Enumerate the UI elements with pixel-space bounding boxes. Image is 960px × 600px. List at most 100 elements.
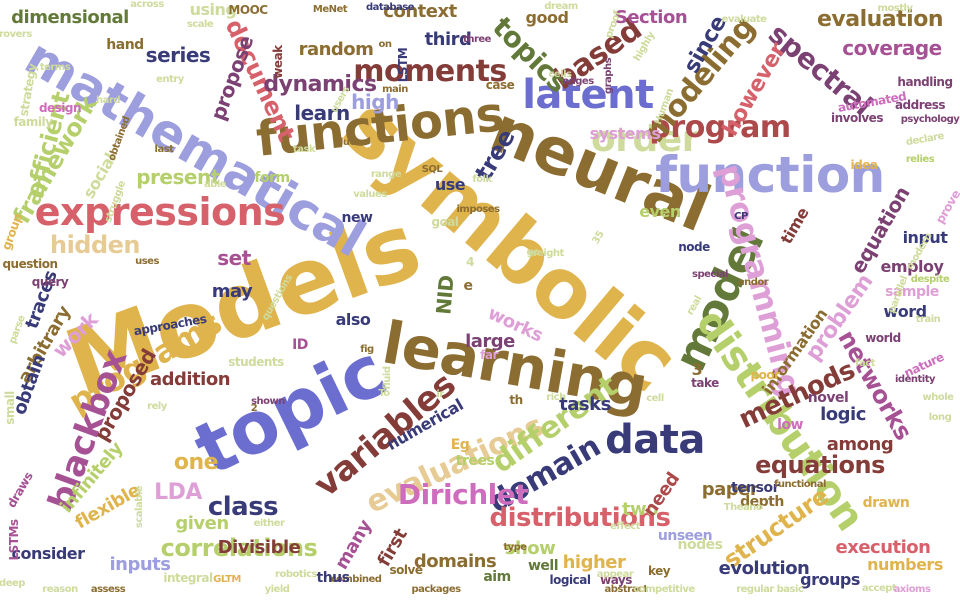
cloud-word: tensor [730,480,780,496]
cloud-word: ID [292,337,308,353]
cloud-word: parse [7,314,28,346]
cloud-word: expressions [34,190,286,234]
cloud-word: range [370,169,402,180]
cloud-word: rely [147,401,167,412]
cloud-word: involves [831,111,883,125]
cloud-word: given [175,513,229,534]
cloud-word: able [203,179,227,190]
cloud-word: packages [411,584,461,595]
cloud-word: key [647,564,671,578]
cloud-word: handling [897,75,953,89]
cloud-word: basic [776,584,804,595]
cloud-word: family [13,115,53,129]
cloud-word: task [292,144,316,155]
cloud-word: due [336,137,356,148]
cloud-word: thus [316,570,350,586]
cloud-word: need [639,468,684,521]
cloud-word: scale [186,19,214,30]
cloud-word: design [38,101,82,115]
cloud-word: ways [600,573,632,587]
cloud-word: evolution [718,558,810,579]
cloud-word: identity [895,374,936,385]
cloud-word: th [509,393,523,407]
cloud-word: functional [774,479,826,490]
cloud-word: reason [42,584,78,595]
cloud-word: terms [39,62,71,73]
cloud-word: higher [562,552,626,573]
cloud-word: GLTM [213,574,241,585]
cloud-word: despite [910,274,950,285]
cloud-word: high [351,90,399,114]
cloud-word: 3 [691,360,703,379]
cloud-word: appear [596,569,634,580]
cloud-word: one [173,450,219,475]
cloud-word: systems [589,124,661,143]
cloud-word: draws [4,469,36,511]
cloud-word: series [145,43,211,67]
cloud-word: trees [455,453,495,469]
cloud-word: coverage [842,36,942,60]
cloud-word: time [776,204,813,248]
cloud-word: type [503,542,527,553]
cloud-word: even [639,202,681,221]
cloud-word: also [335,310,371,329]
cloud-word: large [465,331,515,352]
cloud-word: evaluation [817,7,944,32]
cloud-word: cells [548,69,572,80]
cloud-word: entry [156,74,184,85]
cloud-word: context [383,1,457,22]
cloud-word: shown [251,396,285,407]
cloud-word: NID [431,274,459,316]
cloud-word: Theano [723,502,763,513]
cloud-word: on [378,39,393,50]
cloud-word: execution [835,537,931,558]
cloud-word: edges [562,76,594,87]
cloud-word: students [228,355,284,369]
cloud-word: solve [389,563,423,577]
cloud-word: ir [436,389,444,400]
cloud-word: two [621,499,659,520]
cloud-word: idea [850,158,878,172]
cloud-word: groups [800,570,860,589]
cloud-word: main [382,84,408,95]
cloud-word: graphs [603,57,614,95]
cloud-word: evaluate [721,14,767,25]
cloud-word: LSTM [396,47,410,83]
cloud-word: psychology [900,114,960,125]
cloud-word: imposes [456,204,500,215]
cloud-word: third [424,29,472,50]
cloud-word: fig [360,344,374,355]
cloud-word: equations [755,451,885,479]
cloud-word: low [777,417,803,433]
cloud-word: mostly [877,3,913,14]
cloud-word: drawn [862,495,910,511]
cloud-word: robotics [275,569,317,580]
cloud-word: goal [431,215,459,229]
cloud-word: MeNet [312,4,348,15]
cloud-word: train [915,314,941,325]
cloud-word: combined [330,574,382,585]
cloud-word: numbers [867,555,943,574]
cloud-word: case [485,78,515,92]
cloud-word: LDA [154,480,202,505]
cloud-word: hidden [49,231,141,259]
cloud-word: 4 [466,255,474,269]
cloud-word: special [692,269,728,280]
cloud-word: logical [549,573,591,587]
cloud-word: fluid [382,366,393,390]
cloud-word: either [253,518,285,529]
cloud-word: CP [734,211,748,222]
cloud-word: employ [880,257,944,276]
cloud-word: learn [294,101,350,125]
cloud-word: integral [163,571,213,585]
cloud-word: show [504,538,556,559]
cloud-word: among [826,434,894,455]
cloud-word: database [365,2,415,13]
cloud-word: declare [905,130,945,149]
cloud-word: whole [922,392,954,403]
cloud-word: paper [701,479,759,500]
cloud-word: long [928,412,952,423]
cloud-word: hand [106,37,144,53]
cloud-word: form [254,170,290,186]
